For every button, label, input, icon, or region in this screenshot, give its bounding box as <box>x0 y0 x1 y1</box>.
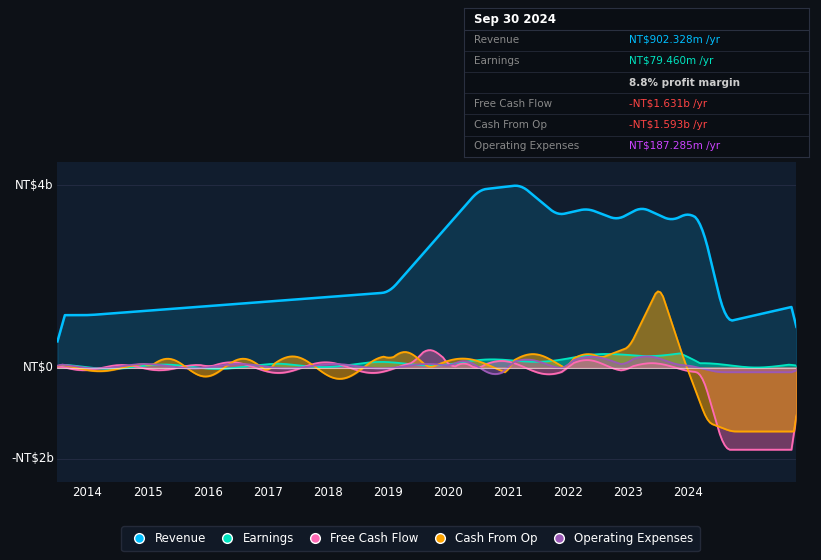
Text: Sep 30 2024: Sep 30 2024 <box>475 12 556 26</box>
Text: -NT$1.631b /yr: -NT$1.631b /yr <box>630 99 708 109</box>
Text: NT$0: NT$0 <box>23 361 54 374</box>
Text: Operating Expenses: Operating Expenses <box>475 141 580 151</box>
Text: NT$79.460m /yr: NT$79.460m /yr <box>630 57 713 67</box>
Text: 8.8% profit margin: 8.8% profit margin <box>630 78 741 87</box>
Text: -NT$2b: -NT$2b <box>11 452 54 465</box>
Text: -NT$1.593b /yr: -NT$1.593b /yr <box>630 120 708 130</box>
Text: NT$902.328m /yr: NT$902.328m /yr <box>630 35 720 45</box>
Text: Free Cash Flow: Free Cash Flow <box>475 99 553 109</box>
Text: NT$4b: NT$4b <box>16 179 54 192</box>
Text: NT$187.285m /yr: NT$187.285m /yr <box>630 141 721 151</box>
Text: Cash From Op: Cash From Op <box>475 120 548 130</box>
Text: Revenue: Revenue <box>475 35 520 45</box>
Text: Earnings: Earnings <box>475 57 520 67</box>
Legend: Revenue, Earnings, Free Cash Flow, Cash From Op, Operating Expenses: Revenue, Earnings, Free Cash Flow, Cash … <box>122 526 699 551</box>
